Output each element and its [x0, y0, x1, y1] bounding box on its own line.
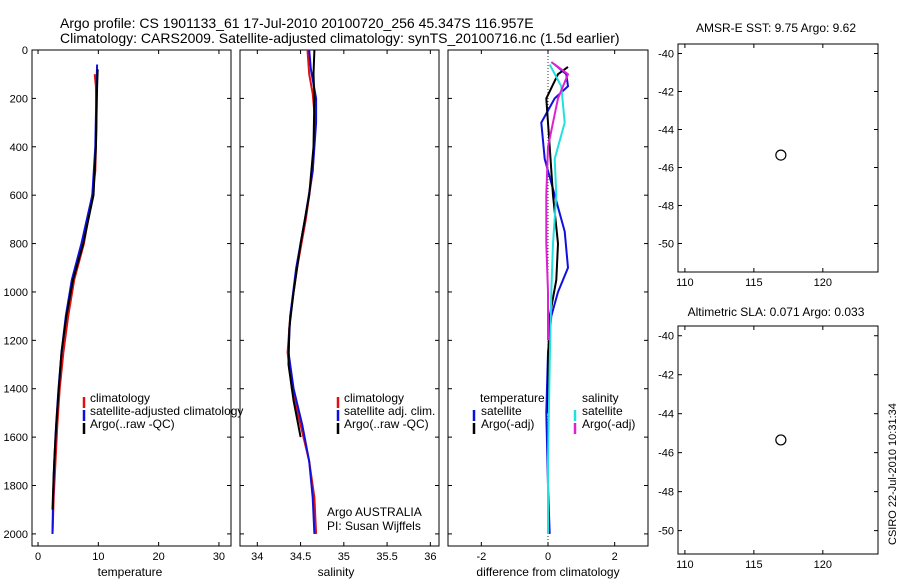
- temperature-legend: climatology satellite-adjusted climatolo…: [82, 391, 243, 434]
- sst-lon-label: 120: [814, 277, 832, 289]
- depth-tick-label: 0: [22, 45, 28, 57]
- sla-argo-position-marker: [775, 434, 787, 446]
- temperature-plot-frame: [31, 49, 232, 547]
- salinity-legend-climatology: climatology: [344, 391, 404, 405]
- sla-lat-label: -48: [658, 487, 674, 499]
- depth-tick-label: 1200: [4, 335, 28, 347]
- temperature-xtick-label: 0: [35, 551, 41, 563]
- difference-legend-temp-argo: Argo(-adj): [481, 417, 534, 431]
- salinity-legend-argo: Argo(..raw -QC): [344, 417, 429, 431]
- sst-lat-label: -42: [658, 87, 674, 99]
- salinity-xtick-label: 34.5: [290, 551, 311, 563]
- sla-lat-label: -40: [658, 331, 674, 343]
- depth-tick-label: 800: [10, 239, 28, 251]
- sla-lat-label: -46: [658, 448, 674, 460]
- sst-map-title: AMSR-E SST: 9.75 Argo: 9.62: [696, 21, 856, 35]
- sla-lon-label: 120: [814, 559, 832, 571]
- sst-lat-label: -48: [658, 201, 674, 213]
- sla-lat-label: -42: [658, 370, 674, 382]
- salinity-xlabel: salinity: [318, 565, 355, 579]
- argo-program-label: Argo AUSTRALIA: [327, 505, 422, 519]
- temperature-line-argo-raw-qc: [51, 69, 99, 510]
- temperature-xtick-label: 20: [153, 551, 165, 563]
- salinity-xtick-label: 34: [251, 551, 263, 563]
- sst-lon-label: 115: [745, 277, 763, 289]
- difference-line-salinity-satellite: [547, 64, 566, 534]
- temperature-xtick-label: 10: [92, 551, 104, 563]
- sla-lat-label: -50: [658, 526, 674, 538]
- sst-lat-label: -44: [658, 125, 674, 137]
- depth-tick-label: 1400: [4, 384, 28, 396]
- timestamp: CSIRO 22-Jul-2010 10:31:34: [887, 403, 899, 545]
- difference-legend-sal-satellite: satellite: [582, 404, 623, 418]
- sst-lat-label: -40: [658, 49, 674, 61]
- depth-tick-label: 200: [10, 93, 28, 105]
- salinity-line-argo-raw-qc: [287, 49, 316, 438]
- sst-lat-label: -50: [658, 239, 674, 251]
- depth-tick-label: 600: [10, 190, 28, 202]
- sst-map-frame: [677, 43, 879, 273]
- difference-line-temperature-satellite: [540, 63, 569, 534]
- temperature-xlabel: temperature: [98, 565, 163, 579]
- figure-title-line2: Climatology: CARS2009. Satellite-adjuste…: [60, 30, 620, 46]
- difference-xlabel: difference from climatology: [476, 565, 619, 579]
- sla-lat-label: -44: [658, 409, 674, 421]
- temperature-legend-argo: Argo(..raw -QC): [90, 417, 175, 431]
- difference-legend-temperature-header: temperature: [480, 391, 545, 405]
- salinity-xtick-label: 35.5: [376, 551, 397, 563]
- sla-map-title: Altimetric SLA: 0.071 Argo: 0.033: [688, 305, 865, 319]
- depth-tick-label: 1600: [4, 432, 28, 444]
- difference-legend: temperature satellite Argo(-adj) salinit…: [472, 391, 635, 434]
- difference-legend-temp-satellite: satellite: [481, 404, 522, 418]
- depth-tick-label: 1800: [4, 481, 28, 493]
- sla-lon-label: 110: [676, 559, 694, 571]
- difference-xtick-label: 2: [612, 551, 618, 563]
- depth-tick-label: 2000: [4, 529, 28, 541]
- salinity-legend: climatology satellite adj. clim. Argo(..…: [327, 391, 435, 533]
- sla-map-frame: [677, 325, 879, 555]
- difference-xtick-label: -2: [476, 551, 486, 563]
- depth-tick-label: 400: [10, 142, 28, 154]
- temperature-legend-satellite: satellite-adjusted climatology: [90, 404, 243, 418]
- difference-legend-sal-argo: Argo(-adj): [582, 417, 635, 431]
- difference-xtick-label: 0: [545, 551, 551, 563]
- temperature-xtick-label: 30: [213, 551, 225, 563]
- salinity-xtick-label: 35: [338, 551, 350, 563]
- temperature-legend-climatology: climatology: [90, 391, 150, 405]
- pi-label: PI: Susan Wijffels: [327, 519, 421, 533]
- sst-lon-label: 110: [676, 277, 694, 289]
- figure-title-line1: Argo profile: CS 1901133_61 17-Jul-2010 …: [60, 15, 534, 31]
- difference-line-salinity-argo-adj: [545, 61, 569, 341]
- difference-legend-salinity-header: salinity: [582, 391, 619, 405]
- sst-argo-position-marker: [775, 149, 787, 161]
- salinity-xtick-label: 36: [424, 551, 436, 563]
- salinity-plot-frame: [239, 49, 440, 547]
- depth-tick-label: 1000: [4, 287, 28, 299]
- sst-lat-label: -46: [658, 163, 674, 175]
- sla-lon-label: 115: [745, 559, 763, 571]
- salinity-legend-satellite: satellite adj. clim.: [344, 404, 435, 418]
